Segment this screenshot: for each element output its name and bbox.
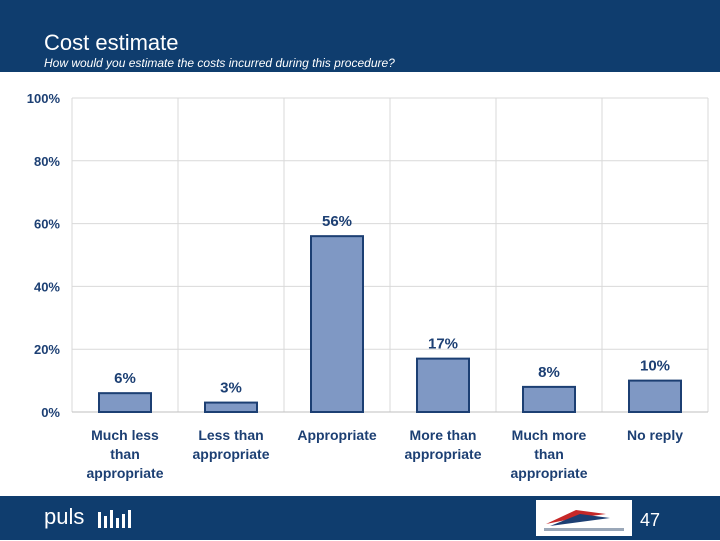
x-tick-label: More than — [410, 427, 477, 443]
bar — [522, 385, 576, 414]
y-tick-label: 100% — [27, 91, 61, 106]
x-tick-label: Appropriate — [297, 427, 377, 443]
brand-bars-icon — [98, 510, 131, 528]
x-tick-label: No reply — [627, 427, 683, 443]
data-label: 56% — [322, 213, 352, 230]
page-title: Cost estimate — [44, 30, 179, 55]
page-subtitle: How would you estimate the costs incurre… — [44, 56, 395, 70]
x-tick-label: than — [110, 446, 140, 462]
data-label: 10% — [640, 358, 670, 375]
brand-logo-text: puls — [44, 504, 85, 529]
data-label: 3% — [220, 380, 242, 397]
bar-chart: 0% 20% 40% 60% 80% 100% 6% Much less than appropr… — [27, 91, 709, 481]
x-tick-label: Less than — [198, 427, 263, 443]
y-tick-label: 60% — [34, 217, 60, 232]
x-tick-label: than — [534, 446, 564, 462]
data-label: 8% — [538, 364, 560, 381]
bar — [204, 401, 258, 413]
y-tick-label: 20% — [34, 342, 60, 357]
data-label: 6% — [114, 370, 136, 387]
x-tick-label: appropriate — [86, 465, 163, 481]
header-bar — [0, 0, 720, 72]
x-tick-label: Much more — [512, 427, 587, 443]
x-tick-label: appropriate — [192, 446, 269, 462]
bar — [416, 357, 470, 413]
data-label: 17% — [428, 336, 458, 353]
bar — [628, 379, 682, 414]
x-tick-label: Much less — [91, 427, 159, 443]
y-tick-label: 0% — [41, 405, 60, 420]
y-tick-label: 80% — [34, 154, 60, 169]
bar — [310, 235, 364, 413]
x-tick-label: appropriate — [404, 446, 481, 462]
y-tick-label: 40% — [34, 279, 60, 294]
bar — [98, 392, 152, 414]
partner-logo-icon — [536, 500, 632, 536]
page-number: 47 — [640, 510, 661, 530]
x-tick-label: appropriate — [510, 465, 587, 481]
